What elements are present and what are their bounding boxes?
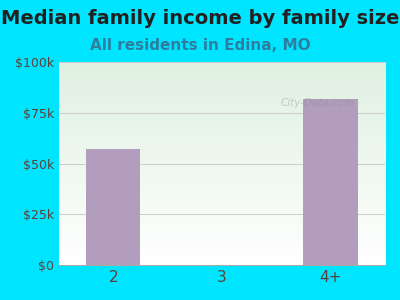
Bar xyxy=(304,99,358,265)
Text: All residents in Edina, MO: All residents in Edina, MO xyxy=(90,38,310,52)
Bar xyxy=(86,149,140,265)
Text: City-Data.com: City-Data.com xyxy=(281,98,355,108)
Text: Median family income by family size: Median family income by family size xyxy=(1,9,399,28)
